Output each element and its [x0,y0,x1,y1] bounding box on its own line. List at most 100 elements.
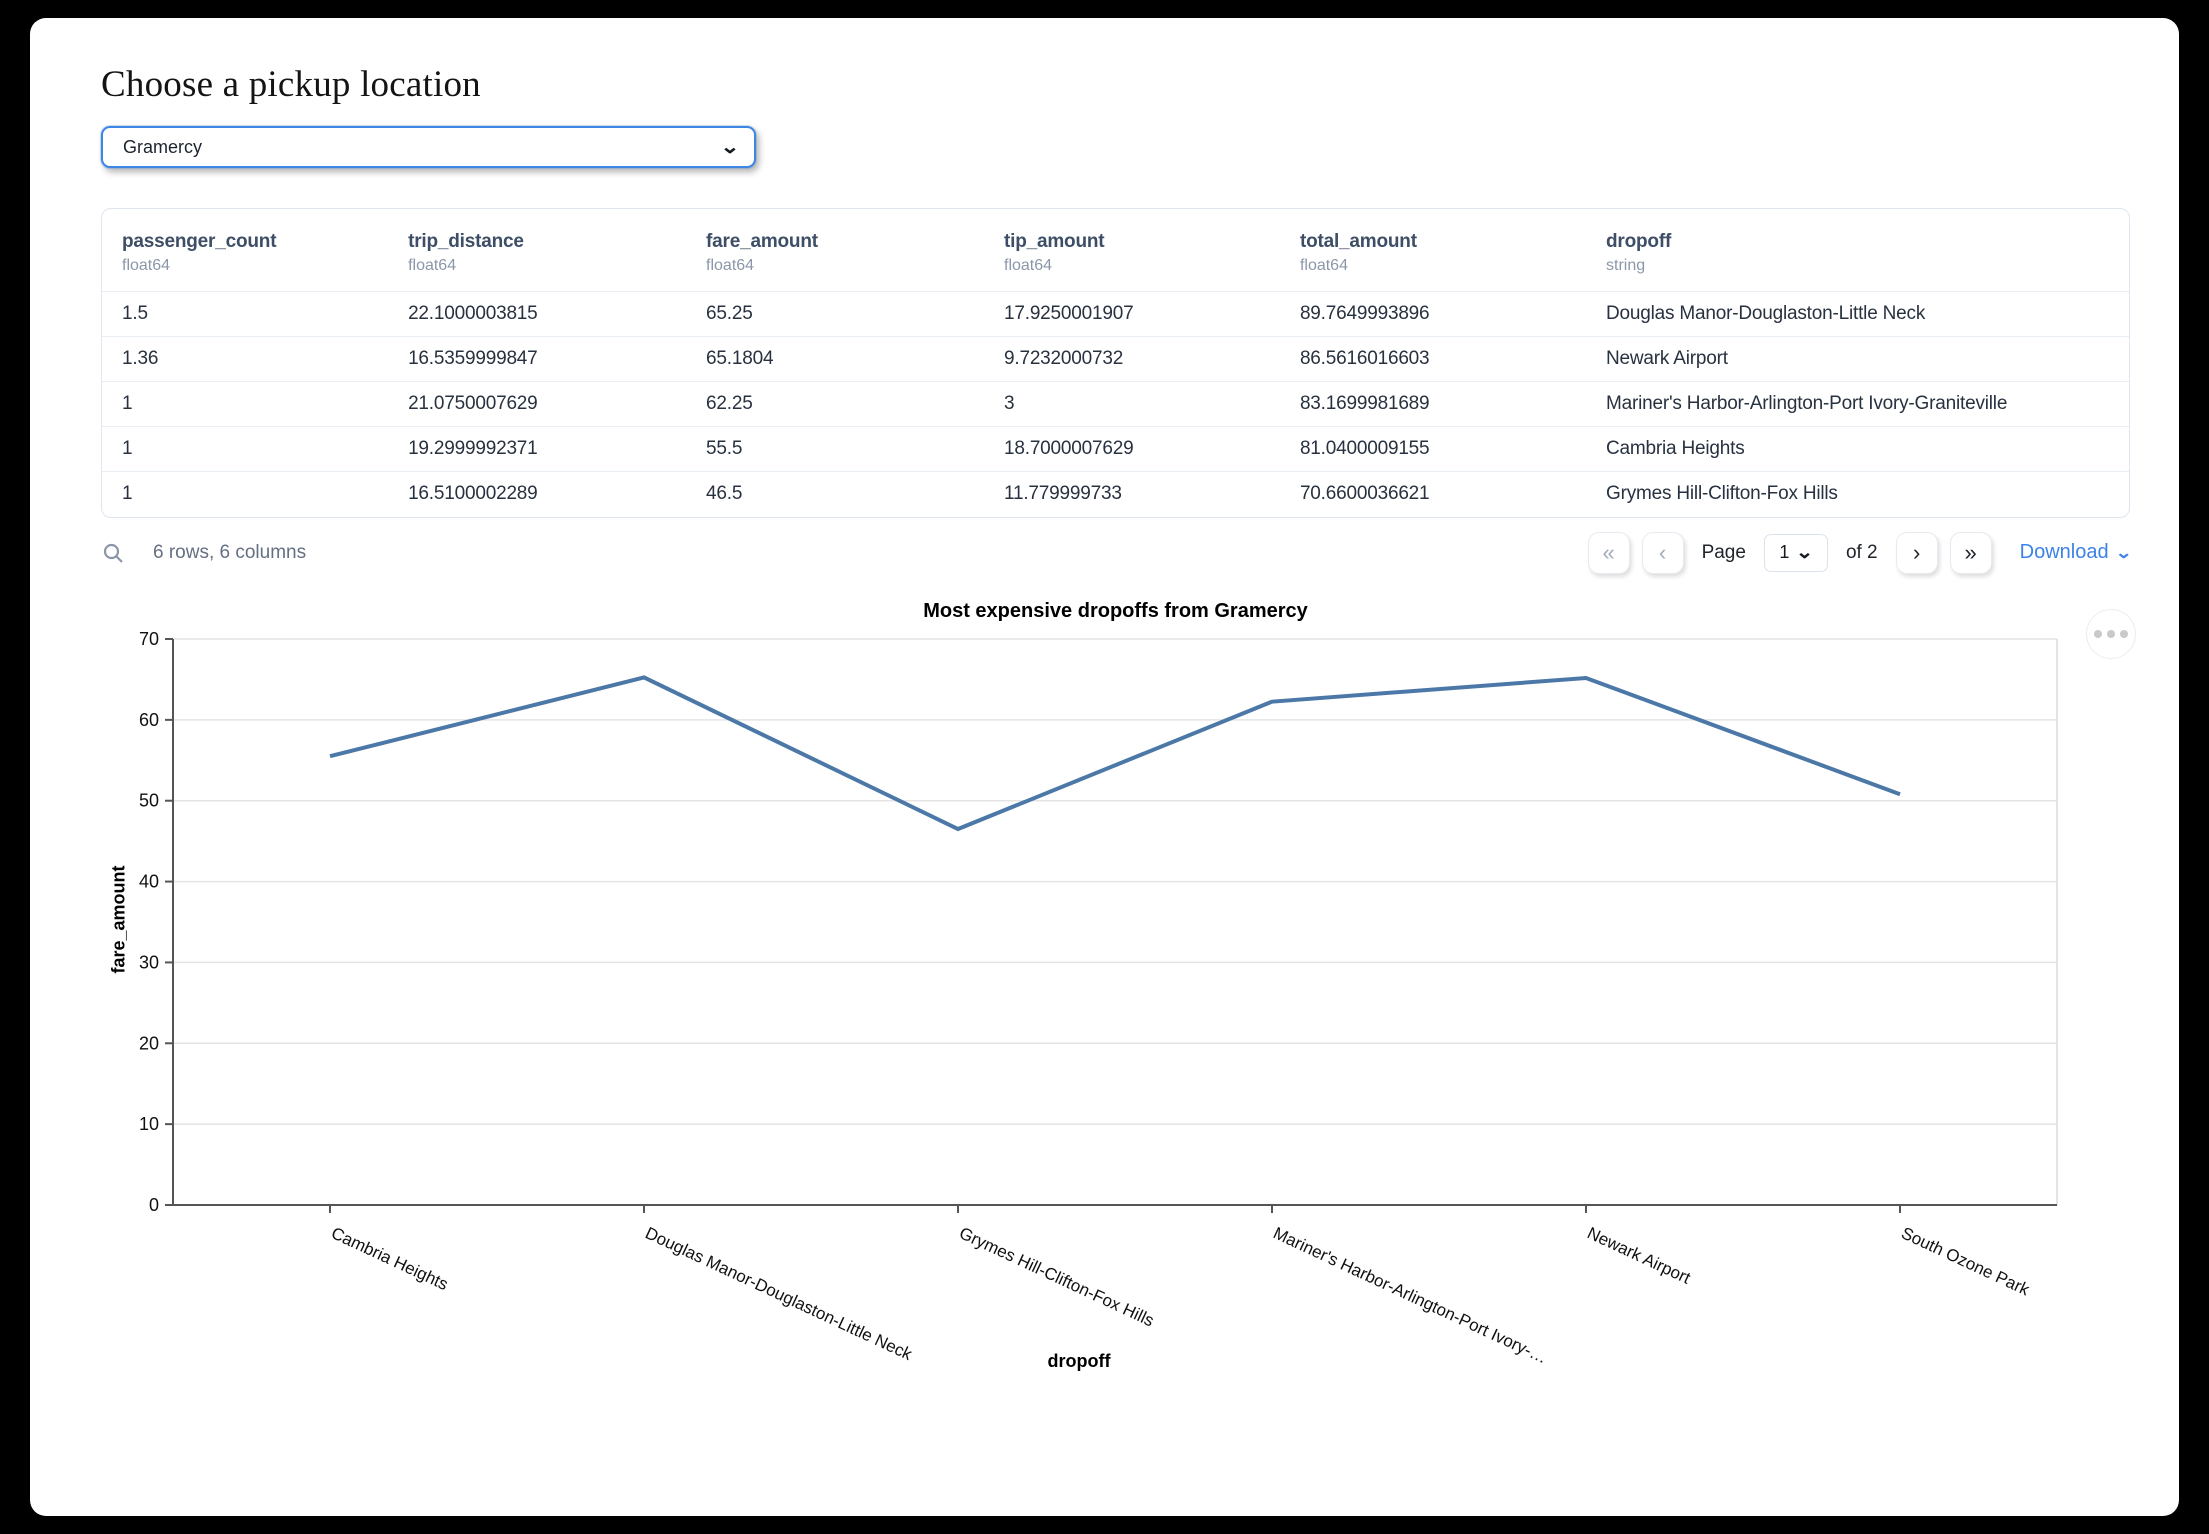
column-name: dropoff [1606,231,1672,252]
ellipsis-icon [2107,630,2115,638]
page-number-select[interactable]: 1 ⌄ [1763,533,1828,572]
pickup-location-select[interactable]: Gramercy ⌄ [101,126,756,168]
download-label: Download [2019,541,2109,563]
table-cell: 21.0750007629 [408,381,707,427]
table-cell: Mariner's Harbor-Arlington-Port Ivory-Gr… [1606,381,2129,427]
table-cell: 62.25 [706,381,1004,427]
table-cell: 9.7232000732 [1004,336,1300,382]
table-cell: Newark Airport [1606,336,2129,382]
table-cell: Douglas Manor-Douglaston-Little Neck [1606,291,2129,337]
ellipsis-icon [2094,630,2102,638]
y-tick-label: 20 [139,1033,159,1053]
table-cell: 3 [1004,381,1300,427]
table-cell: 18.7000007629 [1004,426,1300,472]
x-tick-label: Newark Airport [1584,1223,1693,1287]
table-cell: 1 [102,381,409,427]
column-name: tip_amount [1004,231,1105,252]
table-cell: 16.5359999847 [408,336,707,382]
column-type: string [1606,257,1646,274]
table-row[interactable]: 1 16.5100002289 46.5 11.779999733 70.6600036… [102,471,2129,517]
x-tick-label: Douglas Manor-Douglaston-Little Neck [642,1223,915,1364]
column-name: trip_distance [408,231,524,252]
table-cell: 22.1000003815 [408,291,707,337]
table-cell: 1 [102,426,409,472]
table-row[interactable]: 1 19.2999992371 55.5 18.7000007629 81.040000… [102,426,2129,472]
table-cell: 1.5 [102,291,409,337]
table-cell: 65.1804 [706,336,1004,382]
column-name: total_amount [1299,231,1417,252]
column-type: float64 [408,257,457,274]
pickup-location-value: Gramercy [123,136,203,157]
column-type: float64 [1299,257,1348,274]
table-summary: 6 rows, 6 columns [153,541,307,563]
table-cell: 65.25 [706,291,1004,337]
chevron-down-icon: ⌄ [720,136,740,158]
table-cell: 70.6600036621 [1299,471,1606,517]
column-header[interactable]: trip_distance float64 [408,209,706,292]
table-cell: Grymes Hill-Clifton-Fox Hills [1606,471,2129,517]
app-card: Choose a pickup location Gramercy ⌄ pass… [30,18,2179,1516]
x-axis-label: dropoff [1047,1350,1111,1371]
ellipsis-icon [2120,630,2128,638]
table-row[interactable]: 1 21.0750007629 62.25 3 83.1699981689 Mariner… [102,381,2129,427]
y-axis-label: fare_amount [108,864,129,974]
x-tick-label: Grymes Hill-Clifton-Fox Hills [956,1223,1157,1330]
table-cell: 46.5 [706,471,1004,517]
chart-title: Most expensive dropoffs from Gramercy [923,599,1308,622]
y-tick-label: 40 [139,871,159,891]
column-header[interactable]: passenger_count float64 [102,209,408,292]
chart-line [329,674,1901,831]
chart-menu-button[interactable] [2086,609,2136,659]
table-cell: 19.2999992371 [408,426,707,472]
column-type: float64 [122,257,171,274]
x-tick-label: South Ozone Park [1898,1223,2032,1299]
column-header[interactable]: tip_amount float64 [1004,209,1300,292]
column-type: float64 [706,257,755,274]
column-type: float64 [1004,257,1053,274]
table-cell: 1 [102,471,409,517]
table-cell: 16.5100002289 [408,471,707,517]
search-icon[interactable] [101,541,125,565]
table-body: 1.5 22.1000003815 65.25 17.9250001907 89.764… [102,291,2129,517]
previous-page-button[interactable]: ‹ [1641,531,1684,574]
table-cell: 1.36 [102,336,409,382]
column-name: fare_amount [706,231,818,252]
chart-canvas: 0 10 20 30 40 50 60 70 Cambria Heights Douglas Ma… [139,629,2058,1367]
line-chart: 0 10 20 30 40 50 60 70 Cambria Heights Douglas Ma… [101,629,2130,1429]
y-tick-label: 70 [139,629,159,649]
table-cell: 81.0400009155 [1299,426,1606,472]
y-tick-label: 0 [149,1195,159,1215]
first-page-button[interactable]: « [1587,531,1630,574]
x-tick-label: Mariner's Harbor-Arlington-Port Ivory-… [1270,1223,1550,1367]
table-row[interactable]: 1.36 16.5359999847 65.1804 9.7232000732 86.5… [102,336,2129,382]
page-number-value: 1 [1779,542,1790,562]
table-cell: 55.5 [706,426,1004,472]
table-cell: 11.779999733 [1004,471,1300,517]
next-page-button[interactable]: › [1895,531,1938,574]
page-title: Choose a pickup location [101,64,481,105]
column-name: passenger_count [122,231,277,252]
chevron-down-icon: ⌄ [2114,544,2133,562]
table-cell: 17.9250001907 [1004,291,1300,337]
chart-section: Most expensive dropoffs from Gramercy 0 1… [101,600,2130,1429]
y-tick-label: 10 [139,1114,159,1134]
y-tick-label: 60 [139,709,159,729]
table-cell: Cambria Heights [1606,426,2129,472]
table-footer: 6 rows, 6 columns « ‹ Page 1 ⌄ of 2 › » … [101,531,2133,574]
table-cell: 86.5616016603 [1299,336,1606,382]
chevron-down-icon: ⌄ [1795,542,1814,562]
table-cell: 83.1699981689 [1299,381,1606,427]
column-header[interactable]: dropoff string [1606,209,2129,292]
table-cell: 89.7649993896 [1299,291,1606,337]
page-label: Page [1701,541,1746,563]
y-tick-label: 50 [139,790,159,810]
page-count-label: of 2 [1845,541,1878,563]
download-button[interactable]: Download ⌄ [2019,541,2133,564]
y-tick-label: 30 [139,952,159,972]
table-row[interactable]: 1.5 22.1000003815 65.25 17.9250001907 89.764… [102,291,2129,337]
column-header[interactable]: total_amount float64 [1300,209,1606,292]
last-page-button[interactable]: » [1949,531,1992,574]
column-header[interactable]: fare_amount float64 [706,209,1004,292]
